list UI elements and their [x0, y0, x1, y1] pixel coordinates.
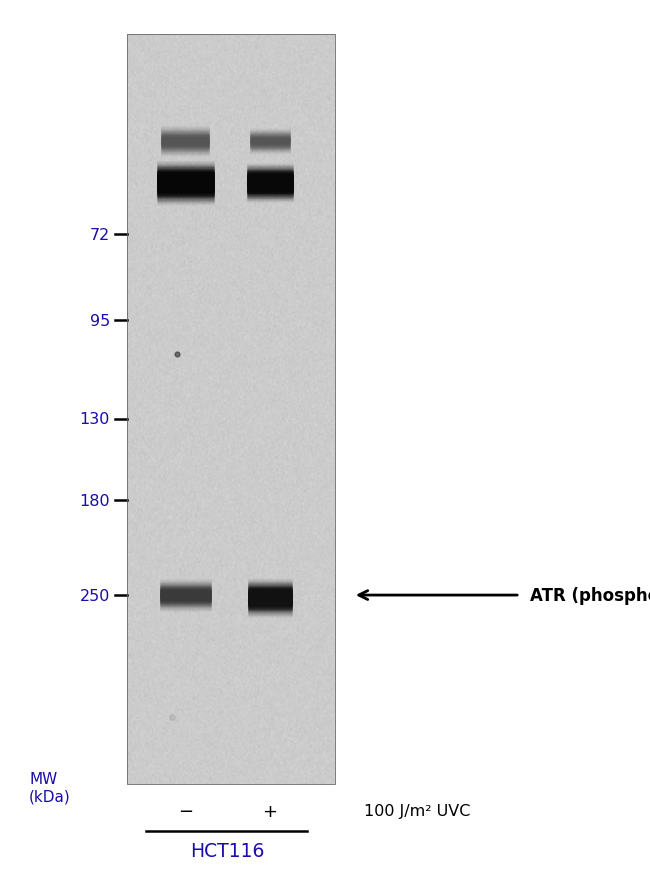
- Text: 250: 250: [79, 588, 110, 602]
- Text: 72: 72: [90, 228, 110, 242]
- Text: 180: 180: [79, 494, 110, 508]
- Bar: [127, 35, 335, 784]
- Text: 130: 130: [79, 412, 110, 426]
- Text: 100 J/m² UVC: 100 J/m² UVC: [364, 804, 471, 818]
- Text: HCT116: HCT116: [190, 841, 265, 860]
- Text: +: +: [262, 802, 278, 820]
- Text: MW
(kDa): MW (kDa): [29, 771, 71, 804]
- Text: ATR (phosphoThr1989): ATR (phosphoThr1989): [530, 587, 650, 604]
- Text: 95: 95: [90, 314, 110, 328]
- Text: −: −: [177, 802, 193, 820]
